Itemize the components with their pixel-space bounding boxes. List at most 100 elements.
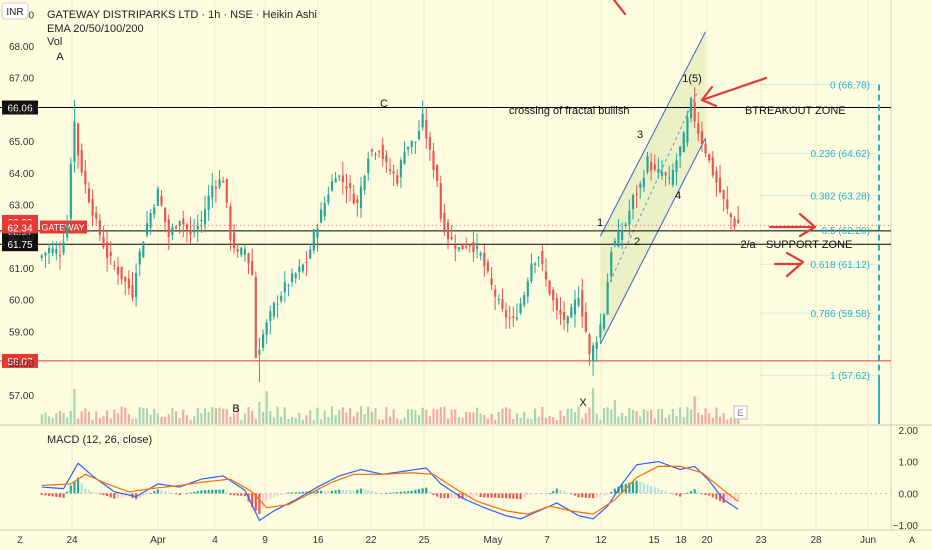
macd-histogram-bar: [91, 491, 94, 494]
macd-histogram-bar: [80, 483, 83, 494]
macd-histogram-bar: [349, 490, 352, 494]
volume-bar: [461, 417, 464, 424]
macd-histogram-bar: [287, 492, 290, 494]
candle-body: [573, 299, 577, 315]
macd-histogram-bar: [189, 492, 192, 494]
volume-bar: [621, 412, 624, 424]
crossing-of-fractal-bullish-note: crossing of fractal bullish: [509, 105, 629, 117]
macd-histogram-bar: [356, 489, 359, 494]
macd-histogram-bar: [486, 493, 490, 498]
candle-body: [552, 289, 555, 301]
macd-histogram-bar: [454, 493, 457, 499]
volume-bar: [352, 416, 355, 424]
candle-body: [135, 273, 138, 297]
candle-body: [106, 242, 109, 258]
candle-body: [737, 219, 740, 224]
volume-bar: [298, 412, 301, 424]
candle-body: [631, 194, 635, 210]
macd-histogram-bar: [479, 493, 482, 497]
candle-body: [533, 263, 537, 265]
ema-indicator-label[interactable]: EMA 20/50/100/200: [47, 23, 144, 35]
volume-bar: [425, 409, 428, 424]
macd-histogram-bar: [229, 493, 232, 495]
macd-histogram-bar: [428, 491, 431, 494]
volume-bar: [95, 411, 98, 424]
candle-body: [544, 271, 548, 280]
price-tick-label: 64.00: [9, 169, 34, 180]
candle-body: [512, 316, 515, 319]
currency-badge[interactable]: [1, 2, 29, 20]
price-tick-label: 62.00: [9, 232, 34, 243]
macd-histogram-bar: [621, 484, 624, 494]
volume-bar: [552, 417, 555, 424]
candle-body: [164, 207, 167, 222]
macd-histogram-bar: [722, 493, 725, 503]
macd-histogram-bar: [483, 493, 486, 498]
candle-body: [363, 176, 366, 191]
volume-bar: [258, 401, 261, 424]
macd-indicator-label[interactable]: MACD (12, 26, close): [47, 434, 152, 446]
candle-body: [388, 168, 392, 172]
candle-body: [76, 123, 80, 156]
candle-body: [160, 195, 163, 206]
candle-body: [182, 218, 185, 225]
candle-body: [664, 172, 667, 176]
candle-body: [294, 273, 297, 278]
candle-body: [309, 249, 312, 259]
candle-body: [193, 231, 196, 233]
candle-body: [584, 312, 587, 332]
volume-bar: [127, 413, 130, 424]
macd-histogram-bar: [537, 493, 540, 495]
fibonacci-retracement: 0 (66.78) 0.236 (64.62) 0.382 (63.28) 0.5 (…: [760, 81, 880, 424]
macd-histogram-bar: [566, 492, 569, 494]
candle-body: [657, 168, 660, 173]
volume-bar: [494, 419, 497, 424]
volume-bar: [708, 412, 711, 424]
macd-histogram-bar: [653, 487, 656, 494]
volume-bar: [171, 407, 174, 424]
candle-body: [131, 285, 134, 298]
candle-body: [359, 186, 363, 208]
wave-label-4: 4: [675, 190, 681, 202]
macd-histogram-bar: [47, 493, 51, 496]
macd-histogram-bar: [58, 493, 62, 498]
price-tick-label: 60.00: [9, 296, 34, 307]
volume-bar: [715, 407, 718, 424]
macd-histogram-bar: [196, 491, 199, 494]
candle-body: [240, 247, 243, 255]
candle-body: [399, 160, 402, 178]
candle-body: [280, 295, 283, 302]
macd-pane: [40, 460, 891, 522]
volume-bar: [530, 419, 533, 424]
macd-histogram-bar: [715, 493, 718, 500]
macd-histogram-bar: [512, 493, 515, 499]
macd-histogram-bar: [504, 493, 508, 499]
candle-body: [51, 248, 54, 254]
macd-histogram-bar: [443, 493, 446, 499]
volume-bar: [483, 414, 486, 424]
candle-body: [468, 244, 471, 246]
volume-indicator-label[interactable]: Vol: [47, 36, 62, 48]
volume-bar: [87, 411, 91, 424]
macd-histogram-bar: [461, 493, 464, 499]
candle-body: [261, 334, 265, 348]
candle-body: [432, 151, 435, 171]
macd-histogram-bar: [193, 491, 196, 494]
fib-level-label: 0 (66.78): [830, 81, 870, 92]
candle-body: [40, 255, 43, 258]
candle-body: [733, 218, 736, 227]
candle-body: [563, 312, 566, 320]
macd-histogram-bar: [472, 493, 475, 498]
chart-title[interactable]: GATEWAY DISTRIPARKS LTD · 1h · NSE · Hei…: [47, 9, 317, 21]
volume-bar: [106, 410, 109, 424]
macd-histogram-bar: [44, 493, 47, 496]
candle-body: [341, 175, 344, 183]
earnings-marker[interactable]: [733, 405, 748, 420]
candle-body: [316, 228, 319, 238]
macd-histogram-bar: [334, 490, 337, 494]
wave-label-C: C: [380, 98, 388, 110]
volume-bar: [116, 413, 120, 424]
macd-histogram-bar: [414, 489, 417, 494]
candle-body: [624, 224, 627, 226]
support-zone-label: SUPPORT ZONE: [766, 239, 852, 251]
